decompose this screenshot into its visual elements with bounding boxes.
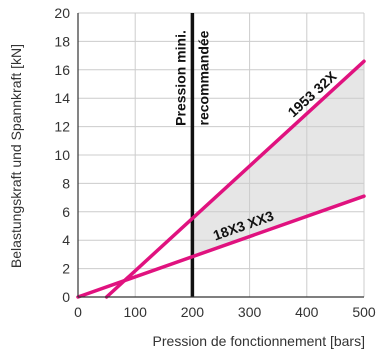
x-tick-label: 300 xyxy=(238,304,262,320)
x-tick-label: 500 xyxy=(352,304,376,320)
y-tick-label: 12 xyxy=(54,119,70,135)
reference-label-line1: Pression mini. xyxy=(172,30,188,126)
y-tick-label: 18 xyxy=(54,33,70,49)
y-tick-label: 14 xyxy=(54,90,70,106)
x-tick-label: 200 xyxy=(181,304,205,320)
reference-label-line2: recommandée xyxy=(195,30,211,125)
y-tick-label: 16 xyxy=(54,62,70,78)
x-tick-label: 400 xyxy=(295,304,319,320)
y-tick-label: 10 xyxy=(54,147,70,163)
y-tick-label: 8 xyxy=(62,175,70,191)
y-tick-label: 20 xyxy=(54,5,70,21)
series-line-1 xyxy=(104,59,366,299)
series-line-2 xyxy=(76,194,366,299)
y-tick-label: 2 xyxy=(62,261,70,277)
y-tick-label: 4 xyxy=(62,232,70,248)
shaded-region xyxy=(192,61,364,257)
y-tick-label: 6 xyxy=(62,204,70,220)
x-tick-label: 100 xyxy=(124,304,148,320)
x-axis-label: Pression de fonctionnement [bars] xyxy=(153,333,365,349)
y-axis-label: Belastungskraft und Spannkraft [kN] xyxy=(8,44,24,268)
y-tick-label: 0 xyxy=(62,289,70,305)
x-tick-label: 0 xyxy=(74,304,82,320)
